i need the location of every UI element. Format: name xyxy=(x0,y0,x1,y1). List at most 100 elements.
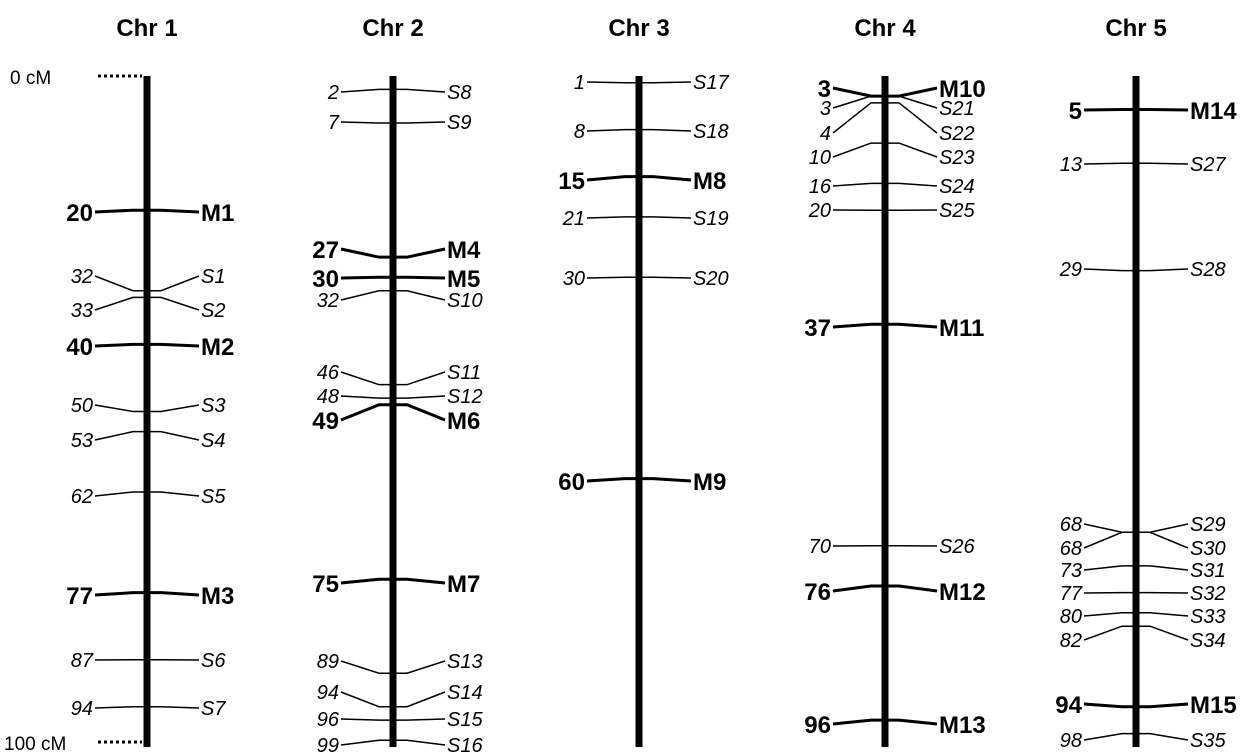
marker-S2: 33 S2 xyxy=(71,296,225,322)
marker-position: 10 xyxy=(809,147,831,169)
marker-M6: 49 M6 xyxy=(312,403,480,435)
marker-S1: 32 S1 xyxy=(71,266,225,292)
marker-position: 8 xyxy=(574,121,585,143)
marker-line xyxy=(94,705,200,709)
marker-S22: 4 S22 xyxy=(820,102,975,145)
marker-position: 20 xyxy=(808,200,831,222)
marker-line xyxy=(1083,565,1189,571)
marker-name: S17 xyxy=(693,72,729,94)
marker-position: 68 xyxy=(1060,538,1082,560)
marker-line xyxy=(94,404,200,413)
chromosome-2: Chr 2 2 S8 7 S9 27 M4 30 M5 32 S10 46 S11 48 S12 49 M6 75… xyxy=(312,15,483,756)
marker-position: 2 xyxy=(327,82,339,104)
marker-M7: 75 M7 xyxy=(312,571,480,598)
marker-name: M9 xyxy=(693,469,726,496)
marker-name: S11 xyxy=(447,362,481,384)
marker-position: 21 xyxy=(562,208,585,230)
marker-name: S3 xyxy=(201,395,225,417)
marker-line xyxy=(340,395,446,399)
marker-line xyxy=(94,430,200,441)
marker-name: S18 xyxy=(693,121,729,143)
marker-position: 30 xyxy=(563,268,585,290)
marker-name: S26 xyxy=(939,536,975,558)
marker-S27: 13 S27 xyxy=(1060,154,1227,176)
marker-position: 27 xyxy=(312,237,339,264)
marker-name: S24 xyxy=(939,176,975,198)
chromosome-1: Chr 1 20 M1 32 S1 33 S2 40 M2 50 S3 53 S4 62 S5 77 M3 87 S… xyxy=(66,15,234,747)
marker-line xyxy=(94,208,200,214)
marker-position: 77 xyxy=(66,583,93,610)
marker-position: 53 xyxy=(71,430,93,452)
marker-line xyxy=(1083,162,1189,165)
marker-S32: 77 S32 xyxy=(1060,583,1226,605)
marker-S13: 89 S13 xyxy=(317,651,483,674)
marker-position: 46 xyxy=(317,362,340,384)
marker-name: S29 xyxy=(1190,514,1226,536)
marker-line xyxy=(340,718,446,721)
marker-line xyxy=(832,102,938,134)
marker-line xyxy=(340,739,446,746)
marker-position: 3 xyxy=(820,98,831,120)
marker-position: 4 xyxy=(820,123,831,145)
marker-S17: 1 S17 xyxy=(574,72,730,94)
marker-name: S1 xyxy=(201,266,225,288)
marker-line xyxy=(586,81,692,84)
marker-line xyxy=(340,691,446,708)
marker-name: M3 xyxy=(201,583,234,610)
scale-top-label: 0 cM xyxy=(10,68,51,89)
marker-S34: 82 S34 xyxy=(1060,625,1226,652)
marker-S28: 29 S28 xyxy=(1059,259,1226,281)
marker-S31: 73 S31 xyxy=(1060,560,1226,582)
marker-position: 89 xyxy=(317,651,339,673)
scale-indicator: 0 cM 100 cM xyxy=(4,68,142,755)
marker-position: 98 xyxy=(1060,730,1082,752)
marker-position: 40 xyxy=(66,334,93,361)
marker-line xyxy=(1083,702,1189,709)
marker-line xyxy=(340,403,446,422)
marker-S25: 20 S25 xyxy=(808,200,976,222)
marker-name: M7 xyxy=(447,571,480,598)
marker-S9: 7 S9 xyxy=(328,112,472,134)
marker-position: 73 xyxy=(1060,560,1082,582)
marker-position: 29 xyxy=(1059,259,1082,281)
marker-position: 62 xyxy=(71,486,93,508)
marker-line xyxy=(1083,612,1189,617)
marker-name: S14 xyxy=(447,682,483,704)
marker-M14: 5 M14 xyxy=(1069,98,1238,125)
marker-name: S16 xyxy=(447,735,483,756)
marker-S33: 80 S33 xyxy=(1060,606,1226,628)
marker-line xyxy=(832,95,938,109)
marker-S18: 8 S18 xyxy=(574,121,729,143)
marker-M4: 27 M4 xyxy=(312,237,481,264)
marker-M13: 96 M13 xyxy=(804,712,985,739)
marker-line xyxy=(94,591,200,597)
marker-name: M14 xyxy=(1190,98,1237,125)
marker-M12: 76 M12 xyxy=(804,579,985,606)
marker-position: 5 xyxy=(1069,98,1082,125)
marker-name: S7 xyxy=(201,698,226,720)
marker-position: 76 xyxy=(804,579,831,606)
marker-name: S21 xyxy=(939,98,975,120)
chromosome-title: Chr 5 xyxy=(1105,15,1166,42)
marker-S6: 87 S6 xyxy=(71,650,227,672)
marker-S30: 68 S30 xyxy=(1060,531,1226,560)
marker-position: 60 xyxy=(558,469,585,496)
marker-name: S27 xyxy=(1190,154,1226,176)
marker-name: S8 xyxy=(447,82,471,104)
marker-position: 80 xyxy=(1060,606,1082,628)
chromosome-title: Chr 2 xyxy=(362,15,423,42)
marker-M3: 77 M3 xyxy=(66,583,234,610)
marker-line xyxy=(1083,732,1189,741)
marker-position: 94 xyxy=(71,698,93,720)
marker-position: 70 xyxy=(809,536,831,558)
marker-S29: 68 S29 xyxy=(1060,514,1226,536)
marker-name: S25 xyxy=(939,200,975,222)
marker-S14: 94 S14 xyxy=(317,682,483,708)
marker-line xyxy=(832,718,938,726)
marker-name: M1 xyxy=(201,200,234,227)
marker-line xyxy=(340,289,446,301)
marker-name: M4 xyxy=(447,237,481,264)
marker-line xyxy=(1083,268,1189,272)
